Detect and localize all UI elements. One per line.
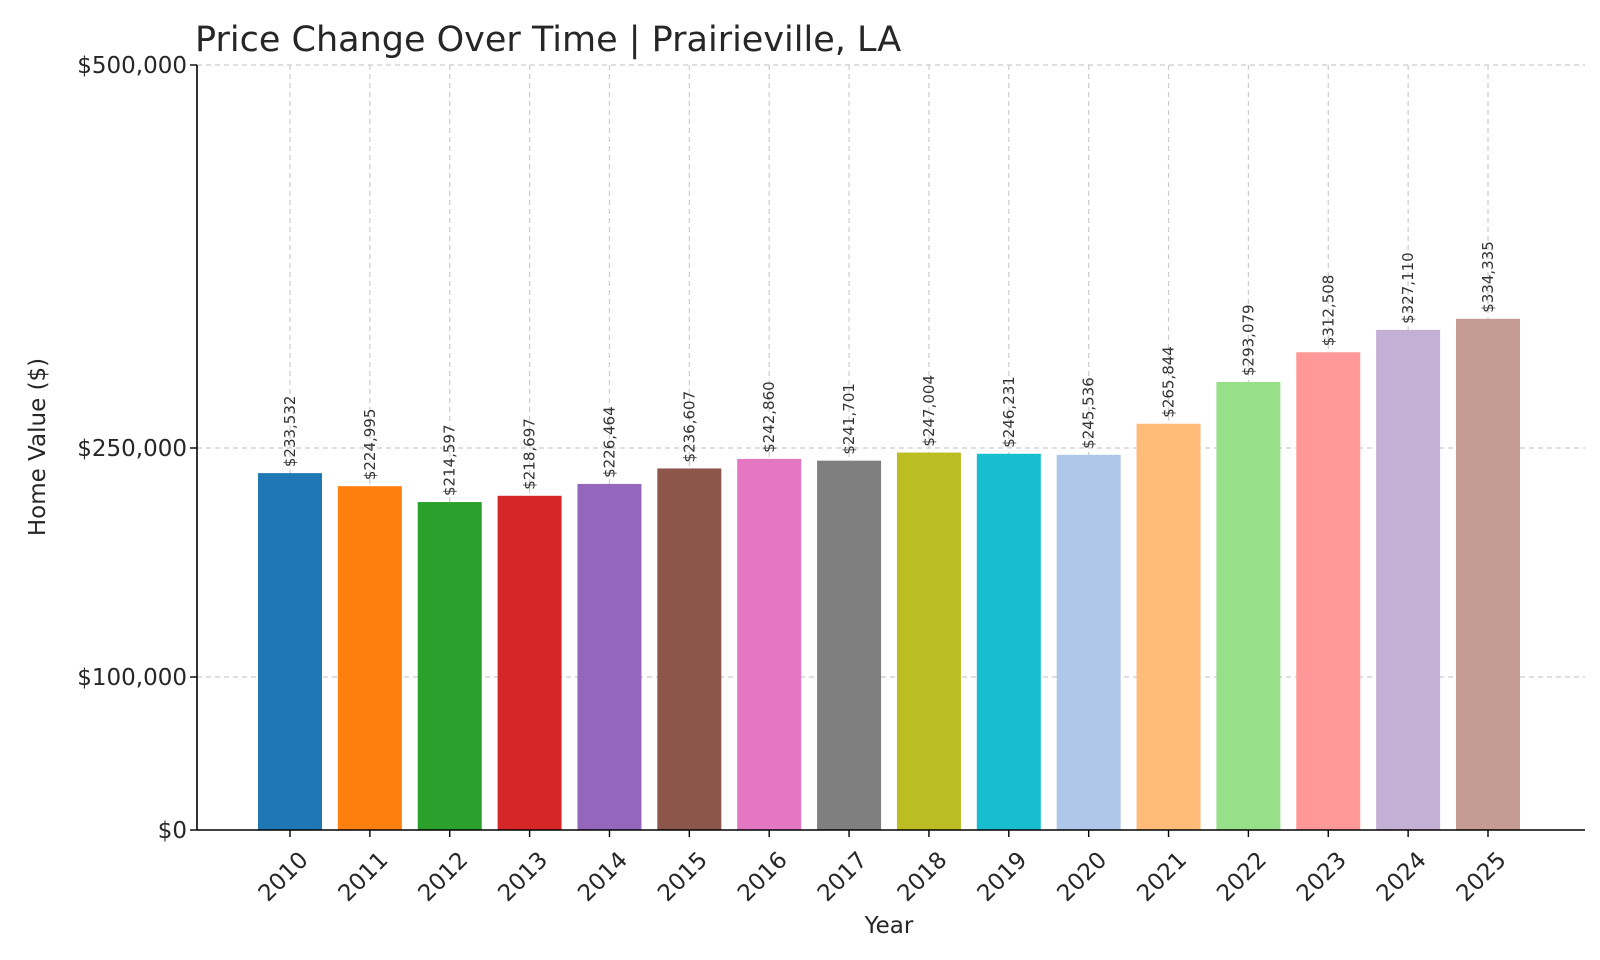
x-tick-label: 2023 [1292, 847, 1352, 907]
x-tick-label: 2012 [414, 847, 474, 907]
data-label-2011: $224,995 [361, 409, 379, 481]
data-label-2019: $246,231 [1000, 376, 1018, 448]
bar-2020 [1056, 454, 1121, 830]
bar-2018 [896, 452, 961, 830]
x-tick-label: 2025 [1452, 847, 1512, 907]
y-tick-label: $100,000 [77, 665, 187, 691]
data-label-2018: $247,004 [920, 375, 938, 447]
x-tick-label: 2013 [493, 847, 553, 907]
x-tick-label: 2010 [254, 847, 314, 907]
x-axis-label: Year [864, 913, 914, 939]
bar-2021 [1136, 423, 1201, 830]
x-tick-label: 2022 [1212, 847, 1272, 907]
data-label-2020: $245,536 [1080, 377, 1098, 449]
data-label-2012: $214,597 [441, 424, 459, 496]
data-label-2025: $334,335 [1479, 241, 1497, 313]
data-label-2015: $236,607 [680, 391, 698, 463]
bar-2011 [337, 486, 402, 830]
bar-2022 [1216, 382, 1281, 830]
y-axis-ticks: $0 $100,000 $250,000 $500,000 [77, 53, 197, 844]
bar-2025 [1456, 318, 1520, 830]
x-tick-label: 2020 [1052, 847, 1112, 907]
x-tick-label: 2019 [973, 847, 1033, 907]
y-axis-label: Home Value ($) [25, 358, 51, 536]
y-tick-label: $500,000 [77, 53, 187, 79]
chart-title: Price Change Over Time | Prairieville, L… [195, 20, 901, 60]
x-tick-label: 2016 [733, 847, 793, 907]
bar-2019 [976, 453, 1041, 830]
x-tick-label: 2018 [893, 847, 953, 907]
data-label-2010: $233,532 [281, 396, 299, 468]
bar-2012 [417, 502, 482, 830]
data-labels: $233,532 $224,995 $214,597 $218,697 $226,464… [281, 241, 1497, 496]
data-label-2013: $218,697 [521, 418, 539, 490]
x-tick-label: 2014 [573, 847, 633, 907]
data-label-2017: $241,701 [840, 383, 858, 455]
data-label-2024: $327,110 [1399, 252, 1417, 324]
y-tick-label: $0 [158, 818, 187, 844]
bar-2015 [657, 468, 722, 830]
y-tick-label: $250,000 [77, 436, 187, 462]
bar-2014 [577, 483, 642, 830]
x-tick-label: 2015 [653, 847, 713, 907]
data-label-2014: $226,464 [600, 406, 618, 478]
data-label-2016: $242,860 [760, 381, 778, 453]
bar-2016 [737, 458, 802, 830]
x-axis-ticks: 2010 2011 2012 2013 2014 2015 2016 2017 2018 2019… [254, 830, 1512, 907]
x-tick-label: 2017 [813, 847, 873, 907]
bars [258, 318, 1520, 830]
data-label-2021: $265,844 [1160, 346, 1178, 418]
bar-2017 [817, 460, 882, 830]
x-tick-label: 2024 [1372, 847, 1432, 907]
x-tick-label: 2011 [334, 847, 394, 907]
bar-2010 [258, 473, 322, 830]
bar-2013 [497, 495, 562, 830]
bar-2023 [1296, 352, 1361, 830]
data-label-2023: $312,508 [1319, 275, 1337, 347]
bar-2024 [1376, 329, 1441, 830]
data-label-2022: $293,079 [1239, 304, 1257, 376]
x-tick-label: 2021 [1132, 847, 1192, 907]
